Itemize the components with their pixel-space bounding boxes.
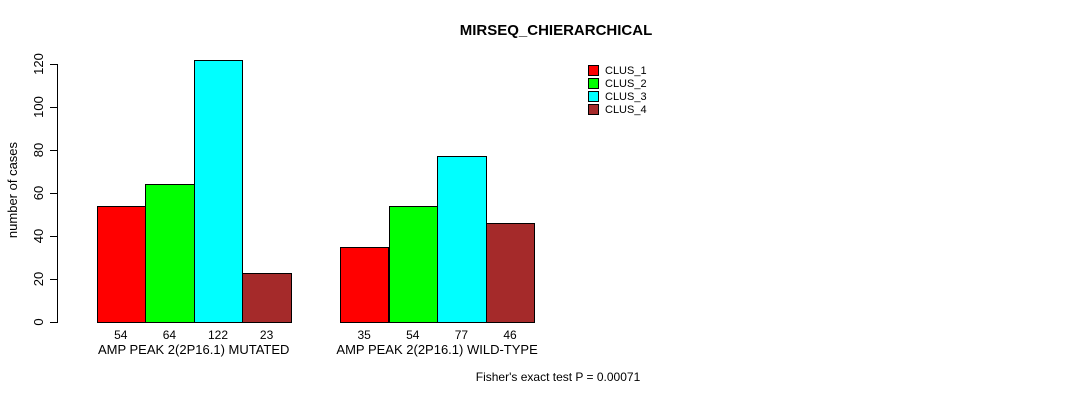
bar-value-label: 64 xyxy=(162,328,177,342)
y-tick-label: 120 xyxy=(30,53,46,75)
y-tick-mark xyxy=(50,322,57,323)
y-tick-mark xyxy=(50,193,57,194)
legend-swatch-clus_4 xyxy=(588,104,599,115)
y-tick-label: 80 xyxy=(30,142,46,158)
y-tick-mark xyxy=(50,279,57,280)
bar-clus_2-group1 xyxy=(145,184,195,323)
y-tick-mark xyxy=(50,236,57,237)
category-label: AMP PEAK 2(2P16.1) WILD-TYPE xyxy=(336,342,538,357)
legend-item: CLUS_1 xyxy=(588,64,647,77)
legend-label: CLUS_2 xyxy=(605,77,647,90)
category-label: AMP PEAK 2(2P16.1) MUTATED xyxy=(97,342,290,357)
bar-value-label: 23 xyxy=(259,328,274,342)
bar-value-label: 54 xyxy=(114,328,128,342)
legend-swatch-clus_1 xyxy=(588,65,599,76)
y-tick-mark xyxy=(50,107,57,108)
y-tick-label: 100 xyxy=(30,96,46,118)
y-axis-title: number of cases xyxy=(4,141,20,239)
footer-note: Fisher's exact test P = 0.00071 xyxy=(475,370,641,384)
y-axis-line xyxy=(57,64,58,323)
bar-value-label: 35 xyxy=(357,328,371,342)
chart-title: MIRSEQ_CHIERARCHICAL xyxy=(459,22,653,39)
legend-item: CLUS_4 xyxy=(588,103,647,116)
y-tick-mark xyxy=(50,150,57,151)
bar-value-label: 77 xyxy=(454,328,469,342)
legend-swatch-clus_2 xyxy=(588,78,599,89)
legend-label: CLUS_1 xyxy=(605,64,647,77)
legend: CLUS_1 CLUS_2 CLUS_3 CLUS_4 xyxy=(588,64,647,116)
bar-value-label: 54 xyxy=(406,328,420,342)
legend-swatch-clus_3 xyxy=(588,91,599,102)
legend-item: CLUS_3 xyxy=(588,90,647,103)
legend-label: CLUS_3 xyxy=(605,90,647,103)
y-tick-label: 0 xyxy=(30,318,46,326)
bar-clus_3-group1 xyxy=(193,59,244,323)
y-tick-mark xyxy=(50,64,57,65)
bar-value-label: 122 xyxy=(207,328,229,342)
bar-clus_4-group2 xyxy=(485,223,536,323)
bar-clus_1-group1 xyxy=(96,205,147,323)
legend-item: CLUS_2 xyxy=(588,77,647,90)
y-tick-label: 60 xyxy=(30,185,46,201)
bar-clus_4-group1 xyxy=(242,272,292,323)
bar-clus_1-group2 xyxy=(339,246,390,323)
y-tick-label: 40 xyxy=(30,228,46,244)
bar-clus_2-group2 xyxy=(388,205,439,323)
legend-label: CLUS_4 xyxy=(605,103,647,116)
bar-value-label: 46 xyxy=(503,328,517,342)
bar-clus_3-group2 xyxy=(437,156,487,323)
y-tick-label: 20 xyxy=(30,271,46,287)
